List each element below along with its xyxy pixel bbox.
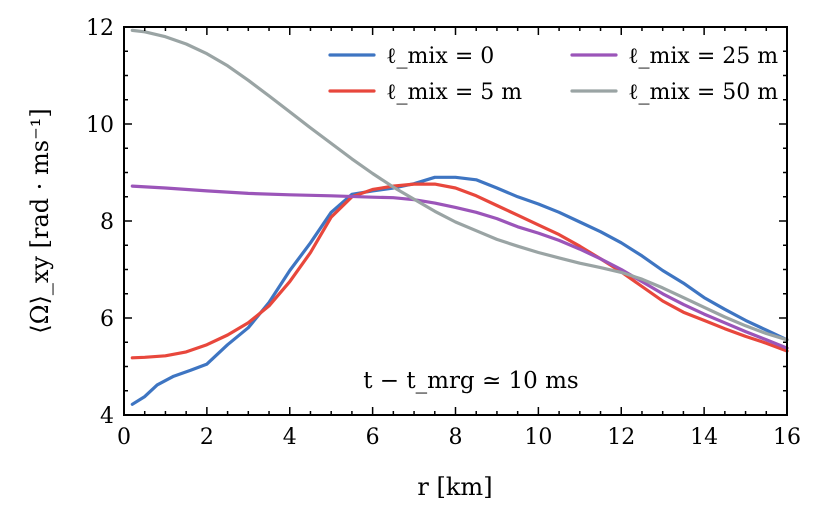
legend: ℓ_mix = 0 ℓ_mix = 5 m ℓ_mix = 25 m ℓ_mix = … — [328, 44, 778, 105]
x-tick-label: 8 — [449, 425, 463, 450]
y-tick-label: 10 — [86, 113, 114, 138]
legend-label-2: ℓ_mix = 25 m — [628, 44, 778, 69]
annotation-time: t − t_mrg ≃ 10 ms — [363, 368, 579, 394]
legend-label-1: ℓ_mix = 5 m — [386, 80, 522, 105]
x-tick-label: 12 — [607, 425, 635, 450]
x-tick-label: 2 — [200, 425, 214, 450]
y-axis-label: ⟨Ω⟩_xy [rad · ms⁻¹] — [26, 108, 54, 333]
x-tick-label: 6 — [366, 425, 380, 450]
y-tick-label: 12 — [86, 16, 114, 41]
x-tick-label: 16 — [773, 425, 801, 450]
x-tick-label: 4 — [283, 425, 297, 450]
series-layer — [130, 28, 789, 406]
ticks-layer — [123, 26, 788, 416]
x-tick-label: 14 — [690, 425, 718, 450]
y-tick-label: 8 — [100, 210, 114, 235]
x-tick-label: 0 — [117, 425, 131, 450]
x-axis-label: r [km] — [417, 473, 492, 501]
legend-label-3: ℓ_mix = 50 m — [628, 80, 778, 105]
tick-labels: 0 2 4 6 8 10 12 14 16 4 6 8 10 12 — [86, 16, 801, 450]
x-tick-label: 10 — [524, 425, 552, 450]
legend-label-0: ℓ_mix = 0 — [386, 44, 494, 69]
series-line-3 — [130, 28, 789, 342]
series-line-0 — [130, 175, 789, 406]
y-tick-label: 6 — [100, 307, 114, 332]
y-tick-label: 4 — [100, 404, 114, 429]
series-line-2 — [130, 184, 789, 350]
series-line-1 — [130, 182, 789, 360]
